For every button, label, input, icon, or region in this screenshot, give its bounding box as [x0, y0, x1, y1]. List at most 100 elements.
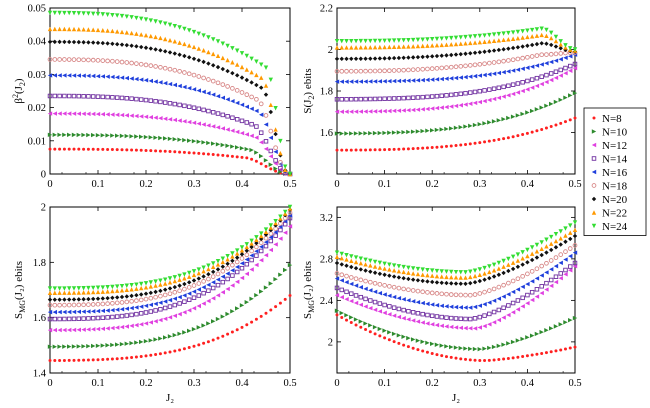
data-point	[387, 283, 392, 289]
data-point	[288, 294, 292, 298]
data-point	[501, 282, 506, 288]
data-point	[420, 311, 425, 317]
data-point	[287, 262, 293, 268]
data-point	[57, 309, 62, 315]
data-point	[383, 336, 387, 340]
data-point	[344, 257, 349, 262]
data-point	[119, 95, 125, 101]
data-point	[463, 275, 468, 280]
data-point	[568, 268, 573, 273]
data-point	[353, 293, 359, 298]
data-point	[401, 55, 406, 60]
data-point	[86, 73, 91, 79]
data-point	[529, 54, 535, 59]
data-point	[86, 358, 90, 362]
data-point	[95, 73, 101, 79]
data-point	[52, 327, 57, 333]
data-point	[134, 148, 138, 152]
data-point	[406, 55, 411, 60]
data-point	[363, 68, 368, 74]
data-point	[434, 291, 440, 296]
data-point	[182, 70, 187, 75]
y-axis-label: S(J2) ebits	[302, 68, 316, 113]
y-tick-label: 2	[41, 203, 46, 214]
data-point	[558, 229, 563, 234]
data-point	[249, 253, 254, 258]
data-point	[520, 44, 525, 49]
legend-label: N=14	[602, 154, 628, 166]
data-point	[335, 313, 339, 317]
data-point	[53, 359, 57, 363]
data-point	[544, 244, 549, 249]
data-point	[491, 320, 497, 325]
data-point	[421, 349, 425, 353]
data-point	[344, 131, 349, 136]
x-tick-label: 0.3	[473, 378, 486, 389]
data-point	[558, 271, 563, 276]
data-point	[363, 56, 368, 61]
data-point	[473, 358, 477, 362]
data-point	[53, 147, 57, 151]
data-point	[67, 309, 72, 315]
data-point	[425, 312, 430, 318]
data-point	[496, 343, 502, 349]
data-point	[71, 302, 77, 308]
data-point	[196, 106, 202, 112]
data-point	[86, 327, 91, 332]
data-point	[368, 96, 373, 102]
data-point	[553, 75, 559, 81]
data-point	[153, 289, 158, 295]
data-point	[397, 147, 401, 151]
data-point	[263, 139, 269, 144]
data-point	[115, 75, 120, 80]
data-point	[468, 101, 473, 106]
data-point	[420, 43, 425, 49]
plot-frame	[49, 7, 291, 175]
data-point	[548, 71, 554, 76]
data-point	[477, 291, 483, 296]
data-point	[158, 99, 163, 105]
data-point	[206, 49, 211, 55]
data-point	[444, 42, 449, 47]
data-point	[334, 250, 340, 255]
data-point	[95, 11, 101, 17]
data-point	[368, 305, 373, 311]
data-point	[235, 306, 240, 311]
data-point	[129, 323, 134, 329]
data-point	[163, 316, 168, 321]
data-point	[453, 75, 459, 81]
data-point	[515, 35, 521, 41]
data-point	[391, 284, 397, 290]
data-point	[382, 130, 387, 136]
data-point	[201, 59, 206, 65]
data-point	[544, 103, 549, 108]
data-point	[254, 135, 259, 140]
data-point	[430, 43, 435, 48]
data-point	[134, 340, 139, 345]
data-point	[124, 42, 129, 48]
data-point	[191, 326, 197, 332]
data-point	[501, 342, 506, 347]
data-point	[363, 79, 368, 84]
data-point	[382, 38, 387, 44]
data-point	[434, 342, 440, 347]
data-point	[134, 76, 139, 82]
data-point	[472, 273, 478, 279]
data-point	[67, 297, 72, 302]
data-point	[439, 269, 444, 274]
data-point	[520, 336, 525, 342]
data-point	[76, 344, 81, 349]
data-point	[553, 238, 559, 244]
data-point	[57, 93, 62, 99]
data-point	[529, 34, 535, 39]
data-point	[201, 89, 206, 95]
data-point	[501, 84, 506, 90]
data-point	[458, 35, 463, 40]
data-point	[401, 286, 406, 292]
data-point	[472, 34, 478, 39]
data-point	[163, 351, 167, 355]
data-point	[420, 54, 425, 60]
data-point	[544, 79, 549, 85]
data-point	[129, 134, 134, 139]
data-point	[167, 304, 173, 309]
